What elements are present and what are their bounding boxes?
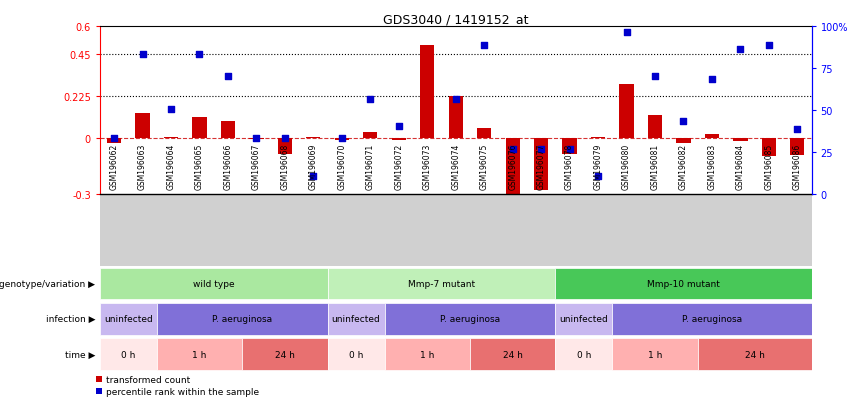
Point bbox=[762, 43, 776, 50]
Bar bbox=[363, 133, 378, 138]
Bar bbox=[698, 338, 812, 370]
Bar bbox=[100, 268, 327, 300]
Point bbox=[278, 135, 292, 142]
Bar bbox=[100, 303, 157, 335]
Text: 24 h: 24 h bbox=[275, 350, 295, 358]
Text: uninfected: uninfected bbox=[560, 315, 608, 323]
Point bbox=[164, 107, 178, 113]
Bar bbox=[220, 121, 235, 138]
Bar bbox=[762, 138, 776, 157]
Bar bbox=[100, 338, 157, 370]
Point bbox=[449, 97, 463, 103]
Text: P. aeruginosa: P. aeruginosa bbox=[212, 315, 273, 323]
Point bbox=[135, 51, 149, 58]
Bar bbox=[556, 268, 812, 300]
Bar bbox=[157, 338, 242, 370]
Text: uninfected: uninfected bbox=[332, 315, 380, 323]
Point bbox=[221, 73, 235, 80]
Text: Mmp-7 mutant: Mmp-7 mutant bbox=[408, 280, 475, 288]
Bar bbox=[477, 129, 491, 138]
Text: 0 h: 0 h bbox=[349, 350, 363, 358]
Bar bbox=[335, 138, 349, 140]
Bar bbox=[242, 338, 327, 370]
Point bbox=[420, 11, 434, 18]
Point bbox=[249, 135, 263, 142]
Bar bbox=[449, 97, 463, 138]
Text: wild type: wild type bbox=[193, 280, 234, 288]
Bar bbox=[612, 303, 812, 335]
Text: 24 h: 24 h bbox=[745, 350, 765, 358]
Bar bbox=[135, 114, 149, 138]
Point bbox=[506, 147, 520, 153]
Text: genotype/variation ▶: genotype/variation ▶ bbox=[0, 280, 95, 288]
Bar bbox=[705, 135, 719, 138]
Bar bbox=[157, 303, 327, 335]
Point bbox=[364, 97, 378, 103]
Bar bbox=[327, 303, 385, 335]
Bar bbox=[327, 268, 556, 300]
Point bbox=[335, 135, 349, 142]
Bar bbox=[420, 45, 434, 138]
Bar bbox=[391, 138, 406, 140]
Bar bbox=[327, 338, 385, 370]
Point bbox=[107, 135, 121, 142]
Bar bbox=[470, 338, 556, 370]
Bar bbox=[556, 338, 612, 370]
Bar bbox=[278, 138, 292, 155]
Point bbox=[648, 73, 662, 80]
Point bbox=[562, 147, 576, 153]
Point bbox=[733, 46, 747, 53]
Bar bbox=[620, 84, 634, 138]
Point bbox=[676, 118, 690, 125]
Text: P. aeruginosa: P. aeruginosa bbox=[440, 315, 500, 323]
Bar bbox=[612, 338, 698, 370]
Text: 0 h: 0 h bbox=[122, 350, 135, 358]
Point bbox=[620, 30, 634, 36]
Point bbox=[791, 127, 805, 133]
Point bbox=[477, 43, 491, 50]
Point bbox=[591, 173, 605, 180]
Point bbox=[534, 147, 548, 153]
Text: Mmp-10 mutant: Mmp-10 mutant bbox=[647, 280, 720, 288]
Text: 0 h: 0 h bbox=[576, 350, 591, 358]
Bar bbox=[385, 303, 556, 335]
Point bbox=[391, 123, 405, 130]
Text: uninfected: uninfected bbox=[104, 315, 153, 323]
Bar bbox=[676, 138, 691, 144]
Bar bbox=[107, 138, 122, 144]
Point bbox=[193, 51, 207, 58]
Text: 24 h: 24 h bbox=[503, 350, 523, 358]
Bar bbox=[562, 138, 576, 154]
Text: infection ▶: infection ▶ bbox=[46, 315, 95, 323]
Bar bbox=[249, 138, 264, 139]
Bar bbox=[648, 116, 662, 138]
Bar bbox=[385, 338, 470, 370]
Bar bbox=[556, 303, 612, 335]
Point bbox=[306, 173, 320, 180]
Bar bbox=[790, 138, 805, 156]
Legend: transformed count, percentile rank within the sample: transformed count, percentile rank withi… bbox=[95, 375, 259, 396]
Point bbox=[705, 76, 719, 83]
Text: 1 h: 1 h bbox=[648, 350, 662, 358]
Bar bbox=[733, 138, 747, 142]
Text: P. aeruginosa: P. aeruginosa bbox=[682, 315, 742, 323]
Text: 1 h: 1 h bbox=[420, 350, 434, 358]
Bar bbox=[534, 138, 549, 190]
Bar bbox=[505, 138, 520, 196]
Bar bbox=[193, 118, 207, 138]
Text: time ▶: time ▶ bbox=[65, 350, 95, 358]
Title: GDS3040 / 1419152_at: GDS3040 / 1419152_at bbox=[383, 13, 529, 26]
Text: 1 h: 1 h bbox=[193, 350, 207, 358]
